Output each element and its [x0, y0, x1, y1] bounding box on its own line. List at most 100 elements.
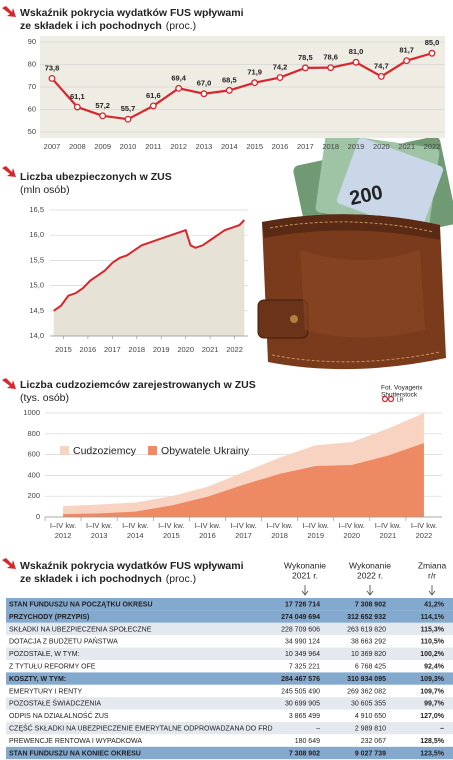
x-tick-label: I–IV kw.	[50, 521, 76, 530]
value-label: 67,0	[197, 79, 212, 88]
cell: 263 619 820	[347, 626, 386, 633]
x-tick-label: 2012	[55, 531, 72, 540]
legend-label: Cudzoziemcy	[73, 445, 137, 457]
cell: 109,7%	[420, 688, 445, 695]
y-tick-label: 600	[27, 450, 40, 459]
y-tick-label: 60	[28, 104, 36, 113]
data-point	[352, 58, 360, 66]
data-line	[53, 219, 246, 312]
arrow-icon	[2, 6, 16, 569]
row-label: DOTACJA Z BUDŻETU PAŃSTWA	[9, 637, 118, 646]
chart-title: Liczba cudzoziemców zarejestrowanych w Z…	[20, 379, 256, 391]
cell: 269 362 082	[347, 688, 386, 695]
x-tick-label: 2019	[307, 531, 324, 540]
legend-swatch	[148, 446, 158, 455]
column-header: r/r	[428, 570, 436, 580]
data-point	[403, 57, 411, 65]
x-tick-label: 2008	[69, 142, 86, 151]
area-fill	[53, 220, 245, 336]
x-tick-label: 2021	[380, 531, 397, 540]
x-tick-label: I–IV kw.	[411, 521, 437, 530]
table-row	[6, 647, 453, 660]
photo-tag: LR	[397, 397, 404, 403]
y-tick-label: 800	[27, 429, 40, 438]
y-tick-label: 80	[28, 59, 36, 68]
cell: 17 726 714	[285, 602, 320, 609]
cell: 3 865 499	[289, 713, 320, 720]
x-tick-label: 2021	[202, 345, 219, 354]
column-header: Wykonanie	[349, 560, 391, 570]
value-label: 81,0	[349, 47, 364, 56]
cell: 109,3%	[420, 676, 445, 683]
row-label: POZOSTAŁE, W TYM:	[9, 651, 80, 658]
x-tick-label: 2015	[246, 142, 263, 151]
data-point	[301, 64, 309, 72]
x-tick-label: 2017	[104, 345, 121, 354]
value-label: 74,2	[273, 63, 288, 72]
value-label: 74,7	[374, 61, 389, 70]
cell: –	[316, 726, 320, 733]
y-tick-label: 15,5	[29, 255, 44, 264]
y-tick-label: 50	[28, 127, 36, 136]
x-tick-label: 2018	[128, 345, 145, 354]
cell: 30 699 905	[285, 701, 320, 708]
x-tick-label: 2019	[153, 345, 170, 354]
data-point	[48, 74, 56, 82]
data-point	[99, 112, 107, 120]
area-subset	[63, 443, 424, 517]
row-label: ODPIS NA DZIAŁALNOŚĆ ZUS	[9, 711, 109, 720]
x-tick-label: 2013	[196, 142, 213, 151]
cell: 10 349 964	[285, 651, 320, 658]
cell: 9 027 739	[355, 750, 386, 757]
cell: 110,5%	[421, 639, 445, 646]
cell: 123,5%	[420, 750, 445, 757]
x-tick-label: 2016	[80, 345, 97, 354]
value-label: 78,6	[323, 53, 338, 62]
x-tick-label: 2018	[271, 531, 288, 540]
x-tick-label: 2017	[297, 142, 314, 151]
value-label: 73,8	[45, 63, 60, 72]
x-tick-label: 2020	[373, 142, 390, 151]
value-label: 85,0	[425, 38, 440, 47]
cell: 7 308 902	[289, 750, 320, 757]
value-label: 61,6	[146, 91, 161, 100]
x-tick-label: I–IV kw.	[194, 521, 220, 530]
column-header: 2021 r.	[292, 570, 318, 580]
legend-label: Obywatele Ukrainy	[161, 445, 250, 457]
cell: 180 649	[295, 738, 320, 745]
cell: 92,4%	[424, 664, 445, 671]
data-point	[251, 79, 259, 87]
cell: 4 910 650	[355, 713, 386, 720]
row-label: CZĘŚĆ SKŁADKI NA UBEZPIECZENIE EMERYTALN…	[9, 724, 273, 733]
x-tick-label: 2012	[170, 142, 187, 151]
y-tick-label: 14,0	[29, 331, 44, 340]
data-point	[276, 74, 284, 81]
table-row-highlight	[6, 672, 453, 685]
y-tick-label: 16,5	[29, 205, 44, 214]
cell: 312 652 932	[347, 614, 386, 621]
chart-title: Wskaźnik pokrycia wydatków FUS wpływami	[20, 7, 244, 19]
chart-subtitle: (mln osób)	[20, 184, 70, 196]
cell: 100,2%	[420, 651, 445, 658]
x-tick-label: 2018	[322, 142, 339, 151]
cell: 114,1%	[421, 614, 445, 621]
y-tick-label: 90	[28, 37, 36, 46]
chart-title: ze składek i ich pochodnych	[20, 20, 162, 32]
x-tick-label: I–IV kw.	[86, 521, 112, 530]
y-tick-label: 16,0	[29, 230, 44, 239]
value-label: 69,4	[171, 73, 186, 82]
value-label: 81,7	[399, 46, 414, 55]
x-tick-label: I–IV kw.	[303, 521, 329, 530]
x-tick-label: I–IV kw.	[158, 521, 184, 530]
value-label: 68,5	[222, 75, 237, 84]
x-tick-label: I–IV kw.	[230, 521, 256, 530]
x-tick-label: 2021	[398, 142, 415, 151]
wallet-photo: 200	[257, 133, 453, 370]
photo-credit: Fot. Voyagerix	[381, 385, 423, 392]
table-row-highlight	[6, 610, 453, 623]
cell: 30 605 355	[351, 701, 386, 708]
x-tick-label: I–IV kw.	[339, 521, 365, 530]
x-tick-label: I–IV kw.	[122, 521, 148, 530]
